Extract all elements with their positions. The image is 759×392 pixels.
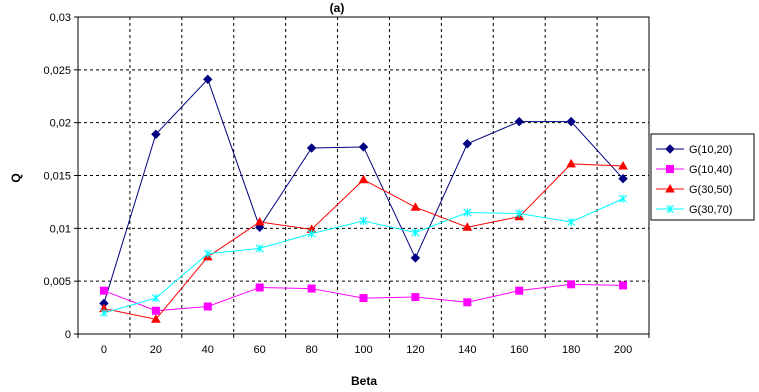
x-axis-title: Beta xyxy=(351,374,377,388)
legend-item-g-30-50: G(30,50) xyxy=(656,183,732,196)
data-point xyxy=(618,160,628,170)
legend-item-g-30-70: G(30,70) xyxy=(656,204,732,216)
data-point xyxy=(151,294,160,303)
data-point xyxy=(359,216,368,225)
data-point xyxy=(151,129,161,139)
x-tick-label: 100 xyxy=(354,344,372,356)
grid xyxy=(78,17,649,334)
data-point xyxy=(515,209,524,218)
x-tick-label: 160 xyxy=(510,344,528,356)
legend-label: G(10,40) xyxy=(689,164,732,176)
x-tick-label: 20 xyxy=(150,344,162,356)
data-point xyxy=(618,173,628,184)
data-point xyxy=(358,174,369,184)
data-point xyxy=(255,244,264,253)
data-point xyxy=(203,249,212,258)
data-point xyxy=(99,286,108,295)
x-tick-label: 80 xyxy=(305,344,317,356)
legend-label: G(30,70) xyxy=(689,204,732,216)
legend-item-g-10-40: G(10,40) xyxy=(656,164,732,176)
series-g-10-40 xyxy=(99,280,628,315)
data-point xyxy=(307,284,316,293)
data-point xyxy=(254,216,265,226)
legend: G(10,20) G(10,40) G(30,50) G(30,70) xyxy=(650,133,755,221)
data-point xyxy=(567,217,576,226)
data-point xyxy=(100,308,108,317)
y-tick-label: 0,02 xyxy=(50,118,71,130)
x-tick-label: 120 xyxy=(406,344,424,356)
legend-item-g-10-20: G(10,20) xyxy=(656,144,732,156)
x-tick-label: 60 xyxy=(254,344,266,356)
x-tick-label: 40 xyxy=(202,344,214,356)
y-tick-label: 0,01 xyxy=(50,223,71,235)
y-axis-title: Q xyxy=(9,173,23,182)
data-point xyxy=(203,302,212,311)
x-tick-label: 200 xyxy=(614,344,632,356)
series-g-30-70 xyxy=(100,194,627,317)
y-tick-label: 0,025 xyxy=(43,65,71,77)
y-tick-label: 0,03 xyxy=(50,12,71,24)
data-point xyxy=(410,253,421,263)
data-point xyxy=(306,143,317,153)
x-tick-label: 0 xyxy=(101,344,107,356)
data-point xyxy=(358,142,369,152)
data-point xyxy=(566,158,576,168)
data-point xyxy=(462,139,473,149)
data-point xyxy=(462,222,473,231)
data-point xyxy=(567,280,576,289)
y-tick-label: 0 xyxy=(65,329,71,341)
legend-marker xyxy=(666,205,674,213)
data-point xyxy=(619,194,627,203)
legend-marker xyxy=(665,183,675,193)
data-point xyxy=(307,229,316,238)
y-tick-label: 0,015 xyxy=(43,171,71,183)
x-tick-label: 140 xyxy=(458,344,476,356)
data-point xyxy=(359,294,368,303)
data-point xyxy=(463,208,472,217)
data-point xyxy=(151,314,161,323)
data-point xyxy=(515,286,524,295)
data-point xyxy=(255,283,264,292)
chart-title: (a) xyxy=(330,1,345,15)
data-point xyxy=(203,74,213,85)
data-point xyxy=(411,293,420,302)
data-point xyxy=(566,116,576,127)
y-tick-label: 0,005 xyxy=(43,276,71,288)
data-point xyxy=(463,298,472,307)
legend-marker xyxy=(666,165,674,173)
axis-ticks: 0 0,005 0,01 0,015 0,02 0,025 0,03 0 20 40 60 80 100… xyxy=(43,12,650,356)
legend-marker xyxy=(665,144,675,154)
data-point xyxy=(151,306,160,315)
series-g-10-20 xyxy=(99,74,628,309)
series-layer xyxy=(99,74,628,323)
data-point xyxy=(514,116,524,127)
x-tick-label: 180 xyxy=(562,344,580,356)
data-point xyxy=(619,281,628,290)
legend-label: G(30,50) xyxy=(689,184,732,196)
data-point xyxy=(411,228,420,237)
series-g-30-50 xyxy=(99,158,628,323)
legend-label: G(10,20) xyxy=(689,144,732,156)
data-point xyxy=(410,202,421,211)
